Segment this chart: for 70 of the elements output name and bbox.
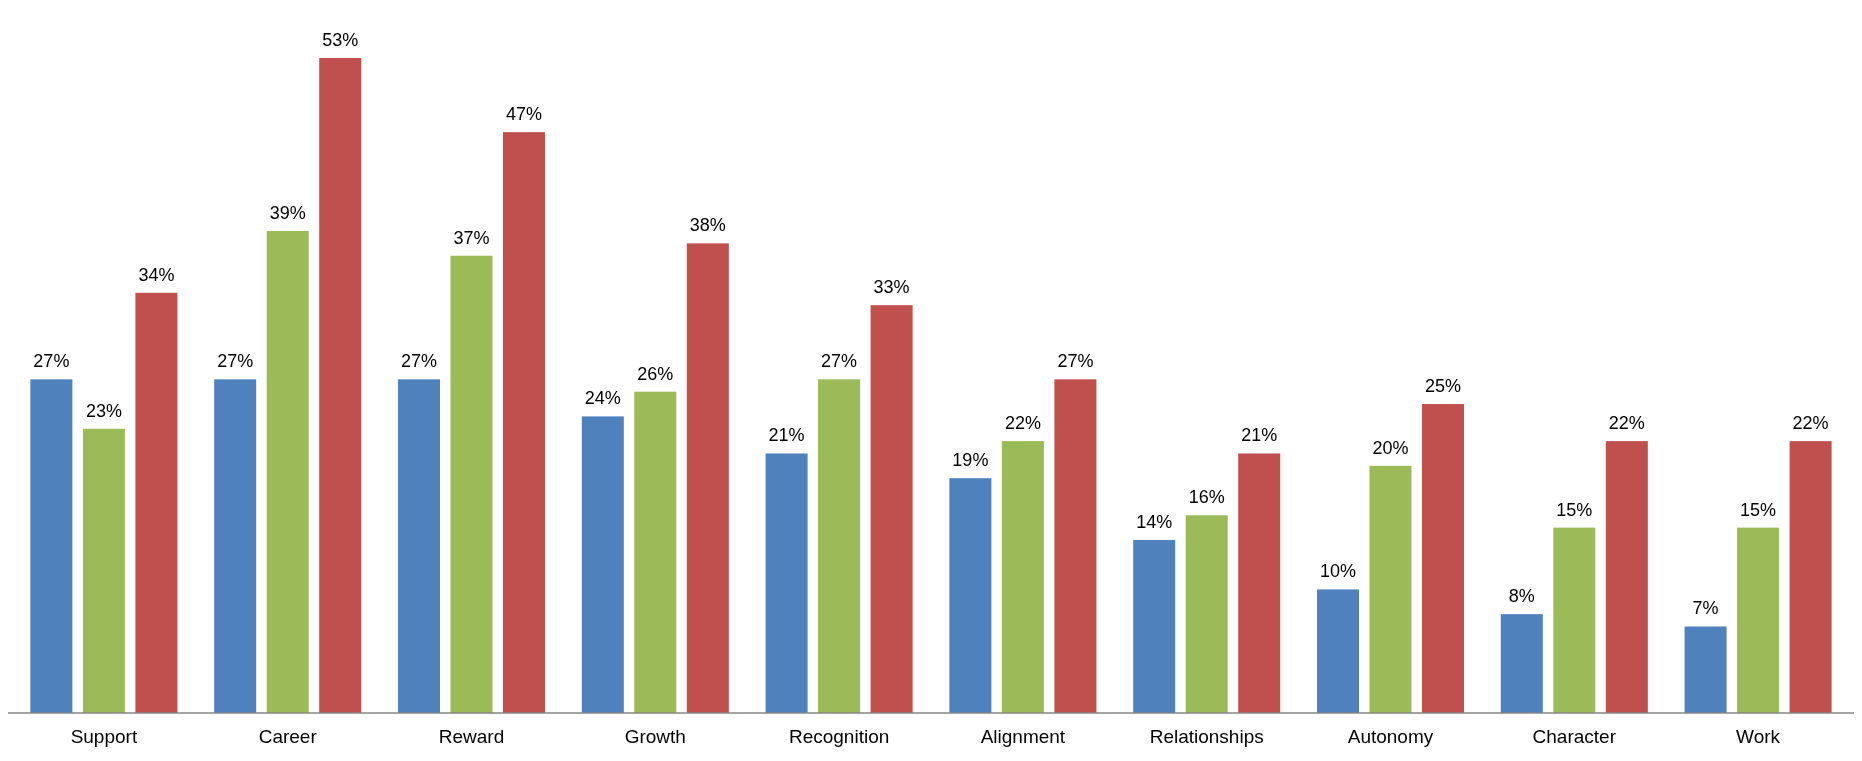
- data-label: 21%: [1241, 425, 1278, 446]
- bar: [319, 58, 362, 713]
- data-label: 15%: [1556, 499, 1593, 520]
- bar: [397, 379, 440, 713]
- bar: [1054, 379, 1097, 713]
- data-label: 8%: [1508, 586, 1535, 607]
- data-label: 27%: [821, 351, 858, 372]
- x-tick-label: Character: [1532, 726, 1617, 747]
- bar: [1553, 527, 1596, 713]
- bar: [135, 292, 178, 713]
- bar: [266, 231, 309, 713]
- data-label: 38%: [689, 215, 726, 236]
- bar: [1316, 589, 1359, 713]
- bar: [1238, 453, 1281, 713]
- bar: [949, 478, 992, 713]
- data-label: 23%: [85, 400, 122, 421]
- x-tick-label: Alignment: [980, 726, 1066, 747]
- data-label: 27%: [400, 351, 437, 372]
- bar: [765, 453, 808, 713]
- data-label: 39%: [269, 203, 306, 224]
- x-tick-label: Recognition: [788, 726, 890, 747]
- bar: [634, 391, 677, 713]
- bar: [214, 379, 257, 713]
- bar: [1500, 614, 1543, 713]
- x-tick-label: Career: [258, 726, 318, 747]
- x-tick-label: Work: [1736, 726, 1781, 747]
- x-tick-label: Autonomy: [1347, 726, 1434, 747]
- bar: [1422, 404, 1465, 713]
- data-label: 19%: [952, 450, 989, 471]
- data-label: 16%: [1188, 487, 1225, 508]
- bar: [1789, 441, 1832, 713]
- bar: [1185, 515, 1228, 713]
- data-label: 37%: [453, 227, 490, 248]
- data-label: 21%: [768, 425, 805, 446]
- data-label: 15%: [1740, 499, 1777, 520]
- bar: [1684, 626, 1727, 713]
- data-label: 22%: [1792, 413, 1829, 434]
- data-label: 34%: [138, 264, 175, 285]
- bar: [82, 428, 125, 713]
- data-label: 24%: [584, 388, 621, 409]
- data-label: 53%: [322, 30, 359, 50]
- bar: [581, 416, 624, 713]
- bar: [450, 255, 493, 713]
- bar: [1737, 527, 1780, 713]
- data-label: 7%: [1692, 598, 1719, 619]
- data-label: 14%: [1136, 511, 1173, 532]
- bar: [1369, 465, 1412, 713]
- data-label: 47%: [506, 104, 543, 125]
- bar: [503, 132, 546, 713]
- data-label: 27%: [1057, 351, 1094, 372]
- data-label: 22%: [1004, 413, 1041, 434]
- bar: [1605, 441, 1648, 713]
- bar: [818, 379, 861, 713]
- bar: [30, 379, 73, 713]
- bar: [870, 305, 913, 713]
- data-label: 22%: [1608, 413, 1645, 434]
- data-label: 26%: [637, 363, 674, 384]
- bar: [1001, 441, 1044, 713]
- data-label: 33%: [873, 277, 910, 298]
- data-label: 27%: [217, 351, 254, 372]
- x-tick-label: Support: [70, 726, 138, 747]
- x-tick-label: Growth: [624, 726, 686, 747]
- bar: [686, 243, 729, 713]
- data-label: 20%: [1372, 437, 1409, 458]
- data-label: 25%: [1425, 376, 1462, 397]
- x-tick-label: Relationships: [1149, 726, 1264, 747]
- bar: [1133, 539, 1176, 713]
- x-tick-label: Reward: [438, 726, 505, 747]
- data-label: 27%: [33, 351, 70, 372]
- data-label: 10%: [1319, 561, 1356, 582]
